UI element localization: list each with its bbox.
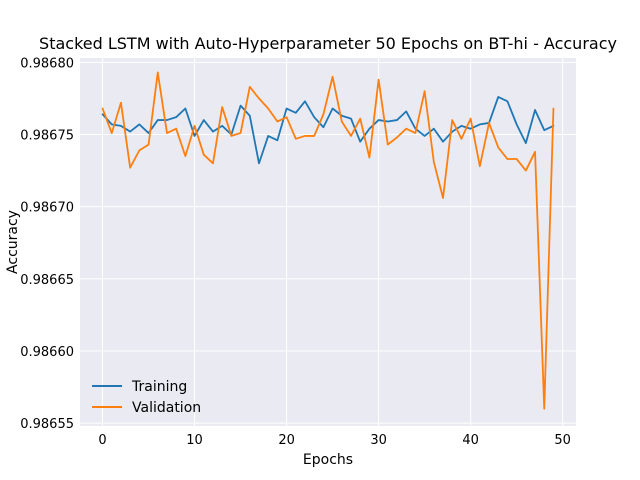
x-tick-label: 30 [370,433,387,448]
y-tick-label: 0.98670 [20,201,74,216]
series-line-validation [101,71,555,410]
legend-validation-label: Validation [132,400,201,416]
y-tick-label: 0.98675 [20,128,74,143]
x-axis-label: Epochs [303,452,353,468]
y-tick-label: 0.98655 [20,417,74,432]
y-axis-ticks: 0.98655 0.98660 0.98665 0.98670 0.98675 0.986… [20,56,74,432]
x-axis-ticks: 0 10 20 30 40 50 [98,433,571,448]
x-tick-label: 0 [98,433,106,448]
series-line-training [101,96,555,165]
plot-area [80,58,576,426]
y-tick-label: 0.98665 [20,273,74,288]
y-axis-label: Accuracy [5,210,21,274]
y-tick-label: 0.98660 [20,345,74,360]
legend: Training Validation [92,379,201,416]
chart-title: Stacked LSTM with Auto-Hyperparameter 50… [39,34,617,53]
legend-training-label: Training [131,379,187,395]
x-tick-label: 20 [278,433,295,448]
x-tick-label: 40 [462,433,479,448]
y-tick-label: 0.98680 [20,56,74,71]
x-tick-label: 50 [554,433,571,448]
series-lines [101,71,555,410]
x-tick-label: 10 [186,433,203,448]
